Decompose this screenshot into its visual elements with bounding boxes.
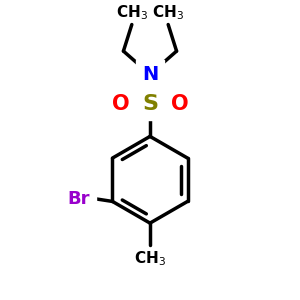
- Text: CH$_3$: CH$_3$: [152, 4, 184, 22]
- Text: O: O: [112, 94, 129, 114]
- Text: S: S: [142, 94, 158, 114]
- Text: Br: Br: [68, 190, 90, 208]
- Text: O: O: [171, 94, 188, 114]
- Text: CH$_3$: CH$_3$: [134, 250, 166, 268]
- Text: N: N: [142, 65, 158, 84]
- Text: CH$_3$: CH$_3$: [116, 4, 148, 22]
